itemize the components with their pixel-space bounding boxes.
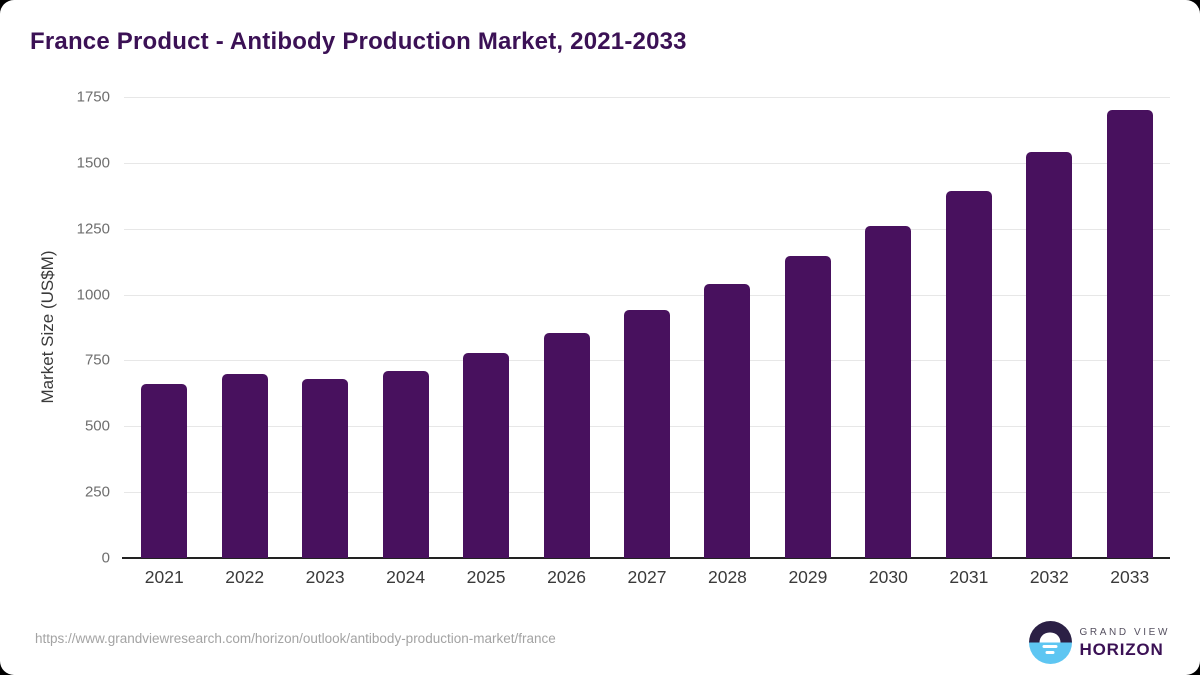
- gridline-1500: [124, 162, 1170, 164]
- x-tick-label-2028: 2028: [707, 567, 747, 587]
- bar-2030: [865, 225, 912, 558]
- water-reflection-line: [1042, 645, 1058, 649]
- x-tick-label-2032: 2032: [1029, 567, 1069, 587]
- bar-2033: [1106, 110, 1153, 558]
- bar-2032: [1026, 152, 1073, 558]
- bar-2022: [221, 374, 268, 558]
- y-tick-label-1000: 1000: [76, 286, 110, 304]
- water-reflection-line: [1045, 651, 1055, 655]
- gridline-1250: [124, 228, 1170, 230]
- gridline-1000: [124, 294, 1170, 296]
- x-tick-label-2023: 2023: [305, 567, 345, 587]
- x-tick-label-2021: 2021: [144, 567, 184, 587]
- plot-area: 2021 2022 2023 2024 2025 2026 2027 2028 2029 2030…: [122, 97, 1170, 587]
- logo-brand-name: GRAND VIEW: [1079, 626, 1170, 638]
- bar-2025: [463, 352, 510, 558]
- sunrise-over-water-icon: [1028, 621, 1072, 664]
- bar-2024: [382, 370, 429, 558]
- sun-icon: [1039, 632, 1061, 643]
- x-tick-label-2022: 2022: [225, 567, 265, 587]
- x-tick-label-2033: 2033: [1110, 567, 1150, 587]
- bar-2027: [624, 309, 670, 558]
- bar-2021: [141, 384, 188, 558]
- bar-2028: [704, 284, 751, 558]
- y-tick-label-1750: 1750: [76, 88, 110, 106]
- y-tick-label-1500: 1500: [76, 154, 110, 172]
- x-axis-line: [122, 557, 1170, 559]
- bar-2026: [543, 332, 590, 558]
- x-tick-label-2026: 2026: [547, 567, 586, 587]
- y-tick-label-0: 0: [101, 549, 110, 567]
- y-tick-label-500: 500: [84, 417, 110, 435]
- x-tick-label-2031: 2031: [949, 567, 989, 587]
- y-tick-label-750: 750: [84, 351, 110, 369]
- bar-2023: [302, 379, 349, 558]
- x-tick-label-2027: 2027: [627, 567, 667, 587]
- x-tick-label-2029: 2029: [788, 567, 828, 587]
- y-axis-title: Market Size (US$M): [38, 250, 57, 404]
- x-tick-label-2024: 2024: [386, 567, 426, 587]
- logo-text: GRAND VIEW HORIZON: [1079, 626, 1170, 659]
- source-url: https://www.grandviewresearch.com/horizo…: [35, 631, 556, 646]
- x-tick-label-2030: 2030: [868, 567, 908, 587]
- bar-2029: [784, 256, 831, 558]
- y-tick-label-250: 250: [84, 483, 110, 501]
- x-tick-label-2025: 2025: [466, 567, 506, 587]
- grand-view-horizon-logo: GRAND VIEW HORIZON: [1028, 621, 1170, 664]
- chart-title: France Product - Antibody Production Mar…: [30, 28, 687, 55]
- bar-2031: [945, 190, 992, 558]
- y-tick-label-1250: 1250: [76, 220, 110, 238]
- gridline-1750: [124, 97, 1170, 98]
- logo-product-name: HORIZON: [1079, 639, 1164, 659]
